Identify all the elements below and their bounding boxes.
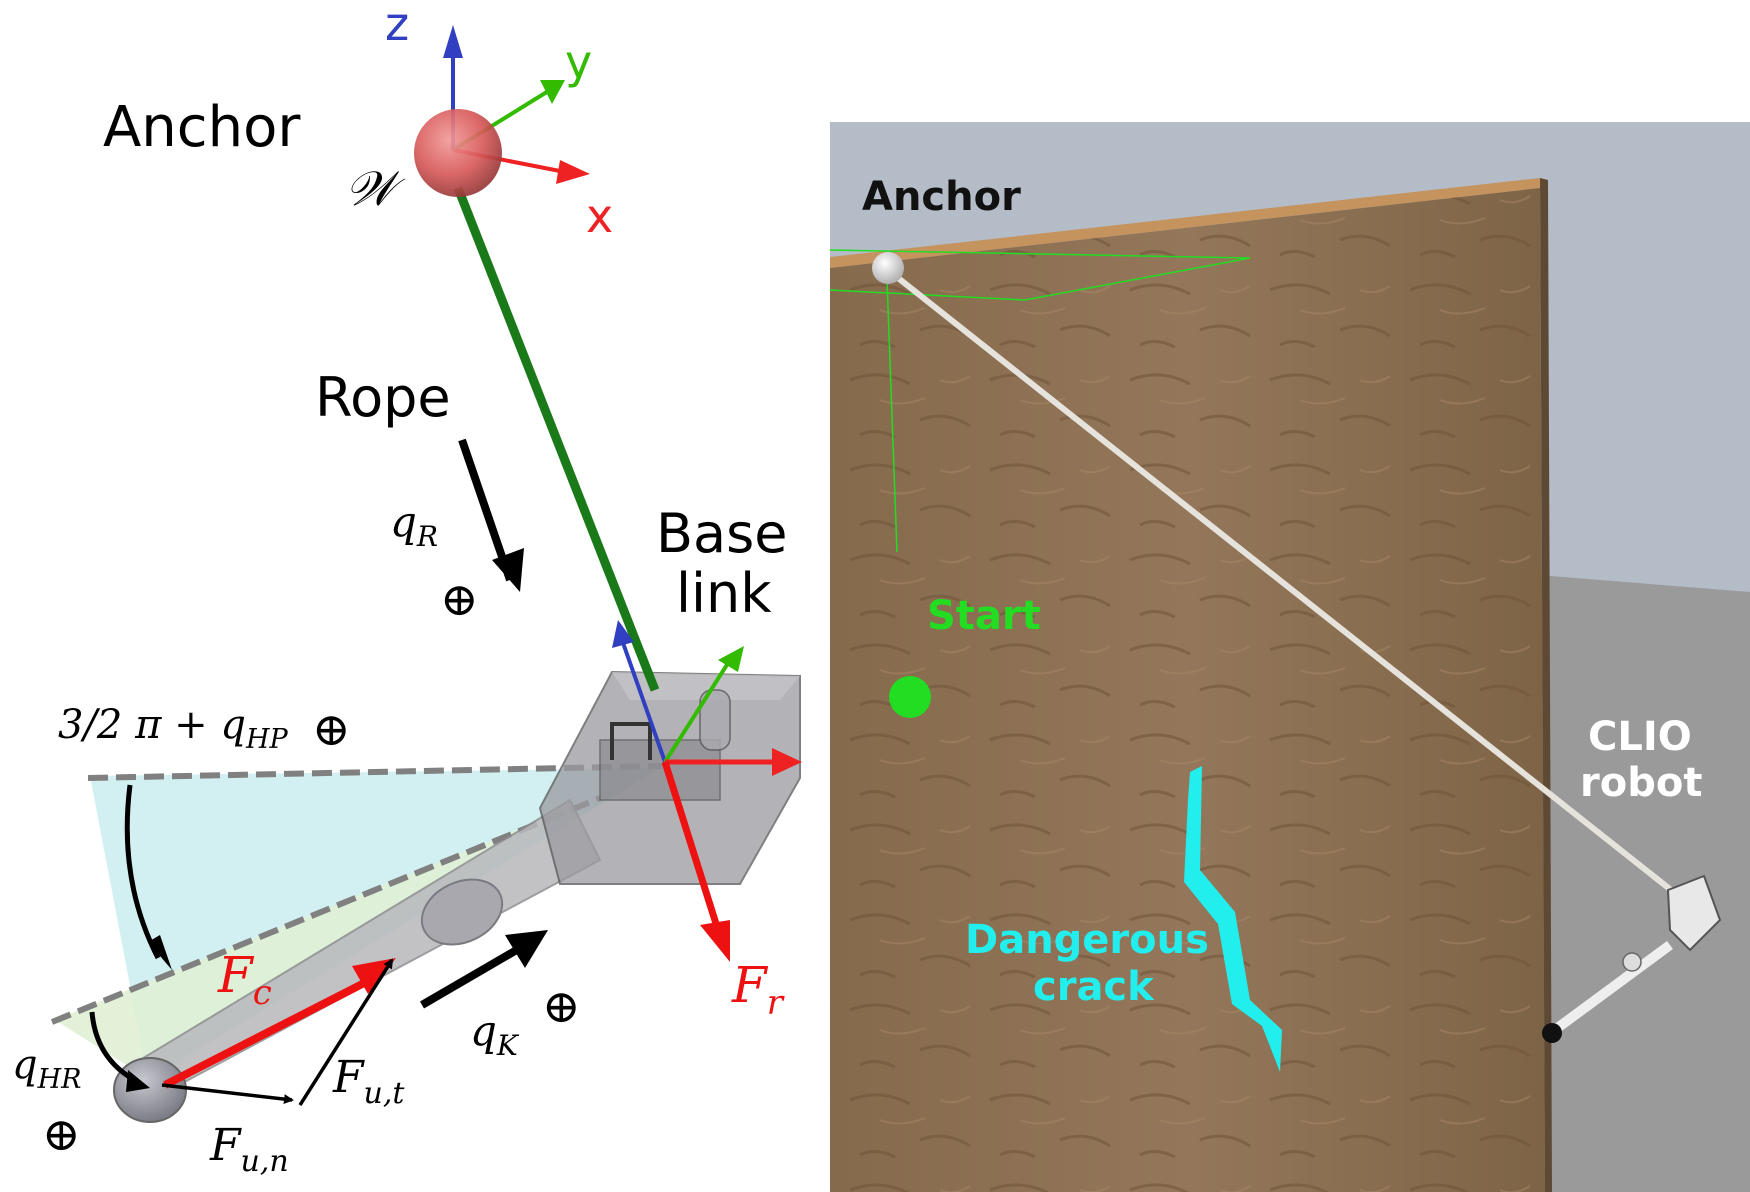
anchor-x-arrowhead <box>556 160 590 184</box>
joint-label-q-r: qR <box>390 497 438 553</box>
base-y-axis <box>663 658 732 764</box>
force-label-f-un: Fu,n <box>209 1120 289 1179</box>
hip-pitch-rotation-arrowhead <box>148 935 172 970</box>
rope-force-arrow <box>661 760 722 932</box>
robot-label-line1: CLIO <box>1588 714 1692 760</box>
foot-sphere <box>113 1057 187 1123</box>
contact-force-arrow <box>163 976 372 1089</box>
hip-pitch-rotation-arrow <box>124 784 161 960</box>
knee-joint-arrow <box>419 944 523 1009</box>
start-label: Start <box>927 593 1041 639</box>
base-link-label-line1: Base <box>656 502 788 565</box>
rotation-symbol-q-k: ⊕ <box>542 979 581 1033</box>
robot-label-line2: robot <box>1580 760 1702 806</box>
hip-roll-reference-line <box>50 795 602 1025</box>
force-ut-arrow <box>298 958 394 1106</box>
anchor-sphere <box>414 109 502 197</box>
rope-label: Rope <box>315 366 451 429</box>
force-label-f-c: Fc <box>217 946 272 1013</box>
axis-label-z: z <box>385 0 409 51</box>
axis-label-x: x <box>586 189 613 243</box>
force-un-arrow <box>161 1083 294 1105</box>
wall-texture <box>830 188 1545 1192</box>
rope-joint-arrowhead <box>492 548 524 592</box>
joint-label-q-hp: 3/2 π + qHP <box>58 702 288 755</box>
clio-robot-model <box>1542 874 1722 1043</box>
rotation-symbol-q-hr: ⊕ <box>42 1107 81 1161</box>
anchor-frame-wireframe <box>829 249 1251 301</box>
base-link-label-line2: link <box>676 562 772 625</box>
hip-roll-rotation-arrowhead <box>126 1070 150 1092</box>
dangerous-crack <box>1184 766 1282 1072</box>
start-marker <box>889 676 931 718</box>
joint-label-q-k: qK <box>470 1006 520 1062</box>
knee-joint <box>420 878 504 946</box>
simulated-anchor-sphere <box>872 252 904 284</box>
axis-label-y: y <box>565 35 592 89</box>
anchor-y-arrowhead <box>540 80 565 104</box>
base-z-arrowhead <box>612 620 634 648</box>
floor-plane <box>1500 572 1750 1192</box>
world-frame-symbol: 𝒲 <box>345 161 406 217</box>
crack-label-line2: crack <box>1033 964 1155 1010</box>
sim-anchor-label: Anchor <box>862 174 1021 220</box>
force-label-f-ut: Fu,t <box>332 1052 405 1111</box>
anchor-frame-vertical <box>886 279 898 553</box>
base-y-arrowhead <box>718 646 744 672</box>
rotation-symbol-q-r: ⊕ <box>440 572 479 626</box>
knee-joint-arrowhead <box>505 930 548 968</box>
anchor-label: Anchor <box>103 95 301 160</box>
wall-side <box>1540 178 1552 1192</box>
base-x-arrowhead <box>772 748 802 776</box>
right-panel: Anchor Start Dangerous crack CLIO robot <box>829 122 1750 1192</box>
wall-top-edge <box>830 178 1540 268</box>
force-label-f-r: Fr <box>731 956 785 1023</box>
rope-line <box>453 186 660 692</box>
simulated-rope <box>886 267 1692 908</box>
joint-label-q-hr: qHR <box>12 1042 81 1095</box>
base-z-axis <box>620 639 667 763</box>
left-panel: z y x Anchor 𝒲 Rope Base link qR ⊕ 3/2 π… <box>12 0 802 1179</box>
anchor-z-arrowhead <box>443 25 463 58</box>
crack-label-line1: Dangerous <box>965 917 1209 963</box>
rotation-symbol-q-hp: ⊕ <box>312 702 351 756</box>
rope-force-arrowhead <box>700 920 730 962</box>
